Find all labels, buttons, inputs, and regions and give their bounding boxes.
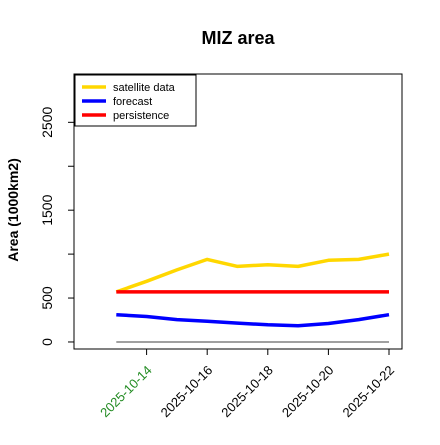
- series-line-0: [115, 252, 390, 294]
- y-tick-label-5: 2500: [39, 107, 55, 138]
- x-tick-label-3: 2025-10-20: [279, 363, 337, 421]
- x-tick-label-1: 2025-10-16: [158, 363, 216, 421]
- x-tick-label-4: 2025-10-22: [339, 363, 397, 421]
- x-tick-label-2: 2025-10-18: [218, 363, 276, 421]
- legend-label-0: satellite data: [113, 82, 176, 94]
- legend-label-1: forecast: [113, 96, 152, 108]
- chart-title: MIZ area: [201, 28, 275, 48]
- y-tick-label-0: 0: [39, 338, 55, 346]
- y-tick-label-3: 1500: [39, 194, 55, 225]
- series-line-1: [116, 312, 390, 328]
- y-tick-label-1: 500: [39, 286, 55, 310]
- plot-frame: [73, 73, 403, 350]
- y-axis-label: Area (1000km2): [5, 158, 21, 262]
- x-tick-label-0: 2025-10-14: [97, 363, 155, 421]
- legend-label-2: persistence: [113, 110, 169, 122]
